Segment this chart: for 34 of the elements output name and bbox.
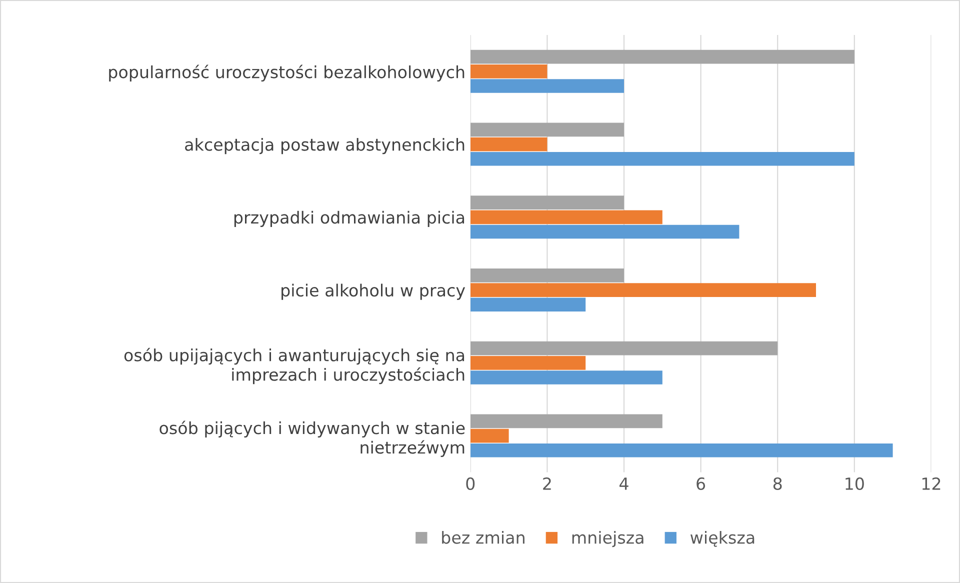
bar [470,268,624,282]
y-tick-label: picie alkoholu w pracy [282,284,466,300]
x-tick-label: 10 [846,477,864,490]
legend-label: mniejsza [572,530,644,548]
x-tick-label: 8 [773,477,782,490]
x-tick-label: 4 [620,478,628,490]
bar [470,298,586,312]
y-tick-label: osób pijących i widywanych w stanie nietrzeźwym [160,420,465,457]
x-tick-label: 6 [696,477,706,490]
bar [470,137,548,152]
legend-label: bez zmian [442,530,524,544]
bar [470,152,854,166]
bar [470,224,740,239]
y-tick-label: przypadki odmawiania picia [234,210,464,227]
y-tick-label: akceptacja postaw abstynenckich [185,138,464,154]
bar [470,196,624,210]
bar [470,122,624,137]
bar [470,443,893,458]
x-tick-label: 12 [922,477,940,490]
bar [470,210,662,224]
y-tick-label: osób upijających i awanturujących się na imprezach i uroczystościach [124,348,464,384]
bar [470,341,778,356]
bar [470,50,854,64]
bar [470,370,662,384]
x-tick-label: 2 [543,477,551,490]
bar [470,428,509,443]
legend-label: większa [690,530,754,547]
bar [470,356,586,370]
bar [470,283,816,297]
y-tick-label: popularność uroczystości bezalkoholowych [109,64,464,82]
bar [470,414,662,428]
bar [470,79,624,93]
bar [470,64,548,78]
x-tick-label: 0 [466,477,475,490]
